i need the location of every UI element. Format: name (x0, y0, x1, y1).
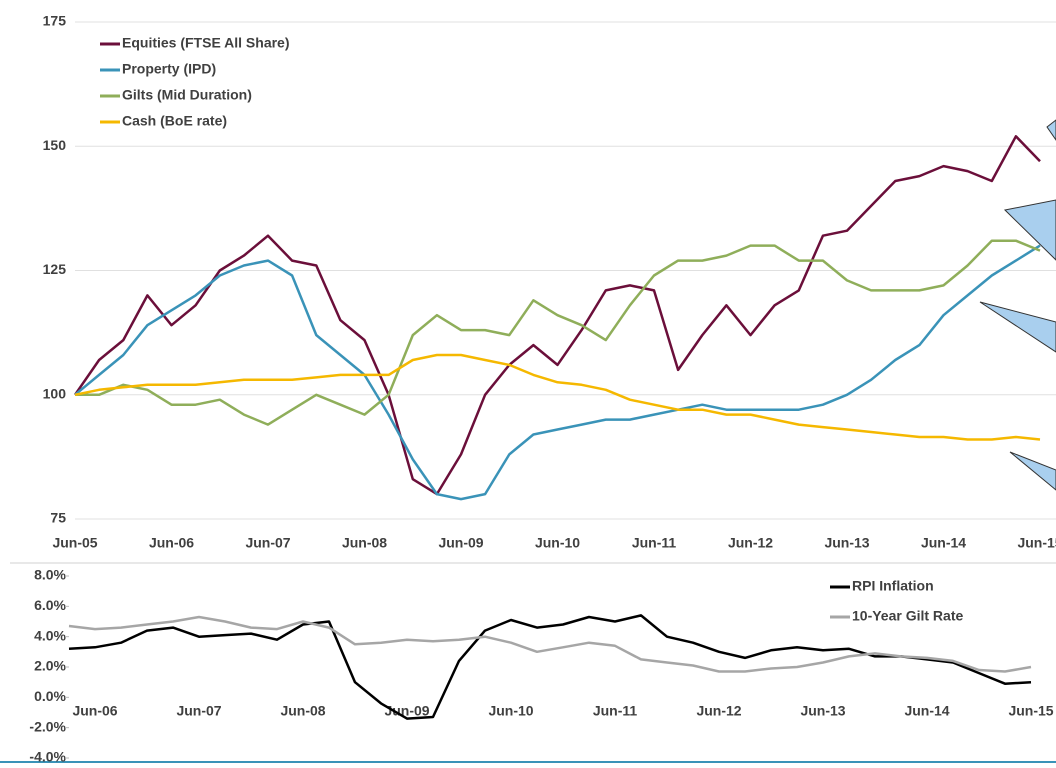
callouts (979, 119, 1056, 491)
callout (1009, 451, 1056, 491)
legend-label: 10-Year Gilt Rate (852, 608, 963, 624)
callout (1003, 199, 1056, 261)
y-tick-label: 150 (43, 137, 67, 153)
y-tick-label: 75 (50, 510, 66, 526)
legend-label: Gilts (Mid Duration) (122, 87, 252, 103)
x-tick-label: Jun-09 (438, 535, 483, 551)
x-tick-label: Jun-11 (593, 703, 638, 719)
x-tick-label: Jun-15 (1017, 535, 1056, 551)
legend-label: Cash (BoE rate) (122, 113, 227, 129)
y-tick-label: -2.0% (29, 718, 66, 734)
callout (1046, 119, 1056, 141)
y-tick-label: 2.0% (34, 658, 66, 674)
y-tick-label: -4.0% (29, 749, 66, 765)
x-tick-label: Jun-05 (52, 535, 97, 551)
series-line (73, 135, 1041, 496)
series-line (75, 239, 1041, 426)
x-tick-label: Jun-12 (696, 703, 741, 719)
y-tick-label: 8.0% (34, 567, 66, 583)
legend-label: RPI Inflation (852, 578, 934, 594)
x-tick-label: Jun-08 (280, 703, 325, 719)
y-tick-label: 6.0% (34, 597, 66, 613)
x-tick-label: Jun-15 (1008, 703, 1053, 719)
y-tick-label: 125 (43, 261, 67, 277)
legend-label: Equities (FTSE All Share) (122, 35, 290, 51)
x-tick-label: Jun-08 (342, 535, 387, 551)
x-tick-label: Jun-09 (384, 703, 429, 719)
x-tick-label: Jun-14 (921, 535, 966, 551)
y-tick-label: 4.0% (34, 627, 66, 643)
series-line (74, 244, 1041, 501)
x-tick-label: Jun-07 (245, 535, 290, 551)
x-tick-label: Jun-06 (149, 535, 194, 551)
x-tick-label: Jun-13 (824, 535, 869, 551)
series-line (68, 615, 1032, 673)
x-tick-label: Jun-10 (488, 703, 533, 719)
legend-label: Property (IPD) (122, 61, 216, 77)
callout (979, 301, 1056, 353)
series-line (74, 353, 1041, 441)
x-tick-label: Jun-11 (632, 535, 677, 551)
x-tick-label: Jun-07 (176, 703, 221, 719)
y-tick-label: 100 (43, 385, 67, 401)
x-tick-label: Jun-12 (728, 535, 773, 551)
x-tick-label: Jun-10 (535, 535, 580, 551)
y-tick-label: 175 (43, 13, 67, 29)
x-tick-label: Jun-06 (72, 703, 117, 719)
y-tick-label: 0.0% (34, 688, 66, 704)
x-tick-label: Jun-14 (904, 703, 949, 719)
x-tick-label: Jun-13 (800, 703, 845, 719)
